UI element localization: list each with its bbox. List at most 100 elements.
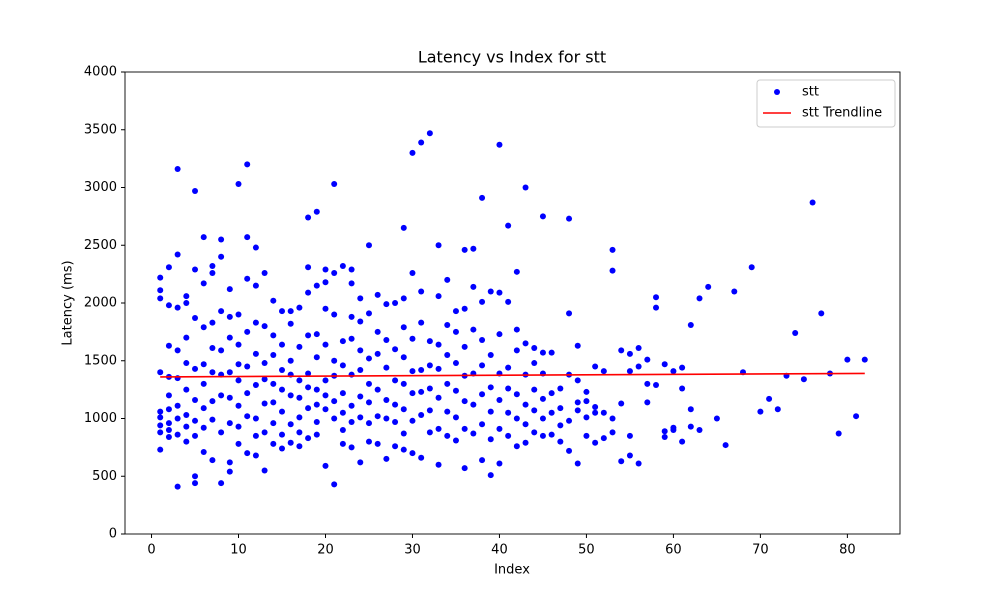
point bbox=[192, 397, 199, 404]
point bbox=[218, 429, 225, 436]
point bbox=[339, 263, 346, 270]
point bbox=[183, 334, 190, 341]
point bbox=[444, 408, 451, 415]
point bbox=[296, 394, 303, 401]
point bbox=[418, 288, 425, 295]
point bbox=[252, 382, 259, 389]
point bbox=[539, 432, 546, 439]
legend-marker bbox=[774, 89, 780, 95]
point bbox=[157, 414, 164, 421]
point bbox=[461, 398, 468, 405]
point bbox=[531, 360, 538, 367]
point bbox=[192, 365, 199, 372]
point bbox=[479, 362, 486, 369]
point bbox=[470, 430, 477, 437]
point bbox=[487, 351, 494, 358]
point bbox=[409, 335, 416, 342]
point bbox=[496, 460, 503, 467]
point bbox=[226, 468, 233, 475]
point bbox=[165, 420, 172, 427]
point bbox=[557, 405, 564, 412]
point bbox=[200, 380, 207, 387]
point bbox=[331, 415, 338, 422]
point bbox=[357, 318, 364, 325]
point bbox=[183, 360, 190, 367]
point bbox=[296, 343, 303, 350]
point bbox=[322, 305, 329, 312]
point bbox=[348, 313, 355, 320]
y-tick-label: 1000 bbox=[84, 411, 117, 426]
point bbox=[235, 377, 242, 384]
point bbox=[531, 429, 538, 436]
point bbox=[618, 458, 625, 465]
point bbox=[713, 415, 720, 422]
point bbox=[548, 390, 555, 397]
point bbox=[557, 385, 564, 392]
point bbox=[679, 364, 686, 371]
point bbox=[487, 288, 494, 295]
point bbox=[531, 407, 538, 414]
point bbox=[392, 346, 399, 353]
x-tick-label: 30 bbox=[404, 543, 421, 558]
point bbox=[687, 406, 694, 413]
point bbox=[661, 361, 668, 368]
point bbox=[409, 149, 416, 156]
point bbox=[722, 442, 729, 449]
point bbox=[200, 448, 207, 455]
point bbox=[452, 437, 459, 444]
point bbox=[374, 440, 381, 447]
point bbox=[661, 433, 668, 440]
point bbox=[461, 343, 468, 350]
point bbox=[235, 440, 242, 447]
point bbox=[626, 350, 633, 357]
point bbox=[644, 399, 651, 406]
point bbox=[296, 443, 303, 450]
point bbox=[644, 356, 651, 363]
point bbox=[244, 234, 251, 241]
point bbox=[418, 388, 425, 395]
point bbox=[809, 199, 816, 206]
point bbox=[348, 280, 355, 287]
point bbox=[313, 418, 320, 425]
point bbox=[244, 328, 251, 335]
point bbox=[766, 395, 773, 402]
point bbox=[244, 275, 251, 282]
point bbox=[513, 268, 520, 275]
point bbox=[235, 341, 242, 348]
point bbox=[296, 414, 303, 421]
point bbox=[522, 439, 529, 446]
point bbox=[313, 282, 320, 289]
point bbox=[522, 184, 529, 191]
point bbox=[261, 376, 268, 383]
point bbox=[252, 350, 259, 357]
point bbox=[409, 417, 416, 424]
point bbox=[592, 363, 599, 370]
point bbox=[279, 366, 286, 373]
point bbox=[174, 415, 181, 422]
point bbox=[322, 462, 329, 469]
point bbox=[165, 264, 172, 271]
point bbox=[487, 384, 494, 391]
x-tick-label: 70 bbox=[752, 543, 769, 558]
x-tick-label: 0 bbox=[147, 543, 155, 558]
point bbox=[200, 280, 207, 287]
point bbox=[400, 324, 407, 331]
point bbox=[566, 215, 573, 222]
point bbox=[435, 242, 442, 249]
y-tick-label: 1500 bbox=[84, 353, 117, 368]
x-tick-label: 50 bbox=[578, 543, 595, 558]
point bbox=[383, 336, 390, 343]
point bbox=[192, 473, 199, 480]
point bbox=[618, 400, 625, 407]
point bbox=[296, 304, 303, 311]
point bbox=[792, 330, 799, 337]
point bbox=[244, 413, 251, 420]
point bbox=[539, 349, 546, 356]
point bbox=[270, 399, 277, 406]
point bbox=[653, 382, 660, 389]
point bbox=[365, 310, 372, 317]
point bbox=[861, 356, 868, 363]
y-tick-label: 500 bbox=[92, 469, 117, 484]
point bbox=[653, 294, 660, 301]
point bbox=[426, 429, 433, 436]
